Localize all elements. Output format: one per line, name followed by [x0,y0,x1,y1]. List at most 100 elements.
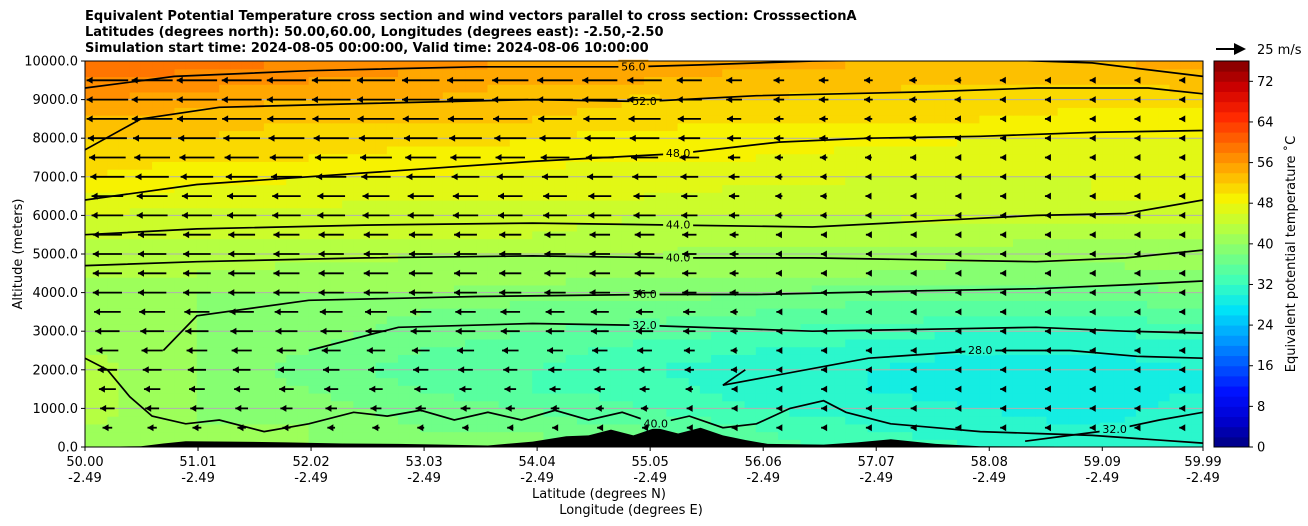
field-cell [398,354,410,363]
field-cell [1191,377,1203,386]
field-cell [498,331,511,340]
field-cell [1080,99,1092,108]
field-cell [420,68,433,78]
field-cell [878,331,891,340]
field-cell [565,215,578,224]
field-cell [1158,99,1171,108]
field-cell [409,331,421,340]
field-cell [610,115,623,124]
field-cell [968,338,980,348]
field-cell [342,122,354,132]
field-cell [263,254,276,263]
field-cell [699,292,712,301]
field-cell [476,331,489,340]
field-cell [968,138,980,147]
field-cell [1124,408,1137,417]
field-cell [733,269,746,278]
field-cell [878,431,891,440]
field-cell [532,238,544,247]
field-cell [252,246,265,255]
field-cell [1024,145,1036,155]
field-cell [912,377,925,386]
field-cell [1001,423,1014,433]
field-cell [297,107,310,116]
field-cell [1180,416,1193,425]
field-cell [1024,246,1036,255]
field-cell [610,369,623,379]
field-cell [498,91,511,101]
field-cell [755,138,768,147]
field-cell [118,362,131,371]
field-cell [1169,423,1182,433]
field-cell [196,292,209,301]
field-cell [834,91,846,101]
field-cell [576,277,589,286]
field-cell [957,392,969,402]
field-cell [755,99,768,108]
field-cell [778,91,790,101]
field-cell [912,99,925,108]
field-cell [275,408,287,417]
field-cell [755,192,768,201]
field-cell [1091,207,1103,216]
field-cell [632,416,645,425]
field-cell [599,91,612,101]
field-cell [755,223,768,232]
field-cell [1113,392,1126,402]
field-cell [576,199,589,209]
field-cell [118,323,131,332]
field-cell [845,169,858,178]
field-cell [521,122,533,132]
field-cell [275,238,287,247]
field-cell [1057,261,1070,271]
field-cell [174,400,187,409]
field-cell [1024,176,1036,186]
field-cell [957,199,969,209]
field-cell [923,354,936,363]
field-cell [364,431,377,440]
field-cell [766,192,779,201]
field-cell [308,315,321,325]
field-cell [353,184,366,193]
field-cell [118,199,131,209]
field-cell [509,176,522,186]
field-cell [1169,99,1182,108]
field-cell [398,392,410,402]
field-cell [979,238,992,247]
field-cell [465,277,477,286]
field-cell [588,122,600,132]
field-cell [599,145,612,155]
field-cell [398,161,410,170]
field-cell [140,284,153,294]
field-cell [308,207,321,216]
field-cell [856,338,869,348]
field-cell [509,392,522,402]
field-cell [129,284,142,294]
field-cell [398,107,410,116]
field-cell [789,84,802,93]
field-cell [342,369,354,379]
field-cell [610,284,623,294]
field-cell [263,385,276,394]
field-cell [923,246,936,255]
field-cell [386,354,399,363]
field-cell [230,300,243,309]
field-cell [901,215,913,224]
field-cell [889,76,902,85]
field-cell [655,369,667,379]
field-cell [297,284,310,294]
field-cell [442,184,455,193]
field-cell [431,130,444,139]
field-cell [297,323,310,332]
field-cell [442,408,455,417]
field-cell [666,292,679,301]
field-cell [1012,369,1025,379]
field-cell [912,423,925,433]
field-cell [521,354,533,363]
field-cell [755,246,768,255]
field-cell [465,300,477,309]
field-cell [666,130,679,139]
field-cell [353,176,366,186]
field-cell [968,68,980,78]
field-cell [979,138,992,147]
